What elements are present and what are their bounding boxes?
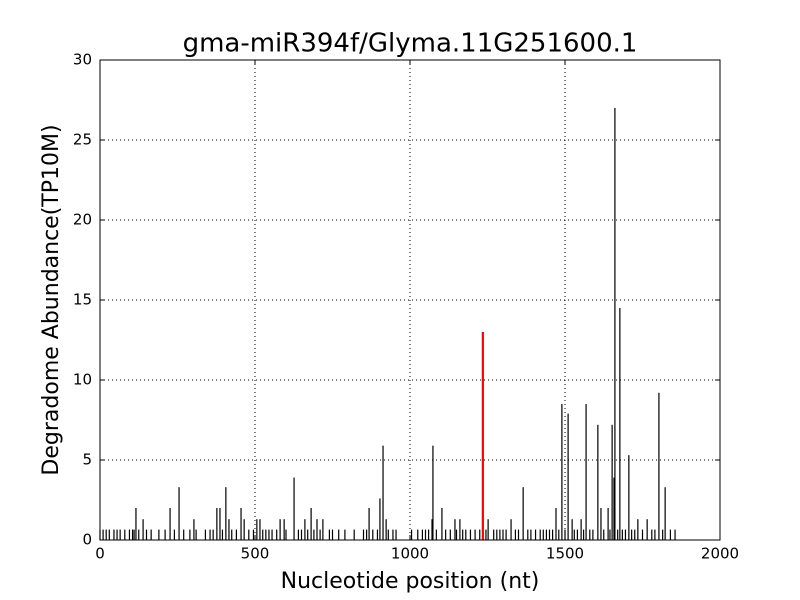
x-tick-label: 2000: [701, 545, 739, 563]
y-tick-label: 0: [82, 531, 92, 549]
x-tick-label: 1500: [546, 545, 584, 563]
y-tick-label: 30: [73, 51, 92, 69]
y-axis-label: Degradome Abundance(TP10M): [39, 124, 64, 475]
x-tick-label: 500: [241, 545, 270, 563]
chart-title: gma-miR394f/Glyma.11G251600.1: [183, 29, 638, 59]
x-tick-label: 1000: [391, 545, 429, 563]
x-tick-label: 0: [95, 545, 105, 563]
y-tick-label: 15: [73, 291, 92, 309]
y-tick-label: 20: [73, 211, 92, 229]
y-tick-label: 5: [82, 451, 92, 469]
y-tick-label: 25: [73, 131, 92, 149]
plot-frame: [99, 59, 721, 541]
x-axis-label: Nucleotide position (nt): [281, 569, 540, 594]
y-tick-label: 10: [73, 371, 92, 389]
